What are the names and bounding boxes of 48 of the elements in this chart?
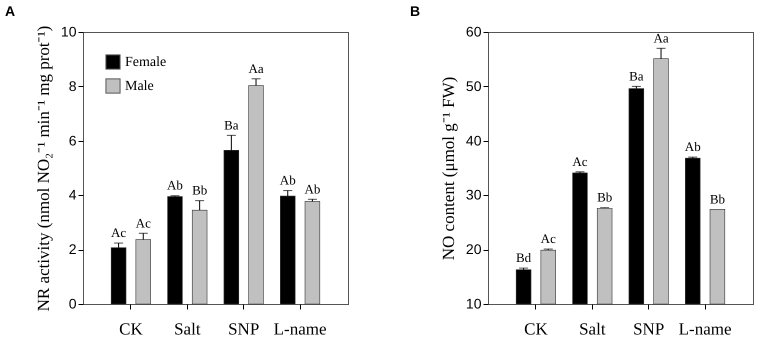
x-tick-label: Salt	[174, 320, 201, 338]
y-tick-label: 40	[466, 132, 482, 148]
bar	[110, 247, 126, 304]
bar	[167, 196, 183, 304]
annotation: Aa	[653, 30, 669, 46]
bar	[136, 239, 151, 304]
annotation: Ac	[136, 215, 152, 230]
annotation: Bb	[192, 182, 208, 198]
y-tick-label: 20	[466, 241, 482, 258]
bar	[192, 210, 208, 304]
y-tick-label: 6	[68, 132, 77, 148]
annotation: Bb	[710, 191, 725, 206]
x-tick-label: L-name	[678, 320, 732, 338]
annotation: Ab	[304, 181, 320, 196]
annotation: Ab	[280, 172, 296, 188]
y-tick-label: 50	[466, 78, 482, 94]
y-tick-label: 30	[466, 186, 482, 203]
chart-title: A	[5, 3, 16, 19]
x-tick-label: SNP	[228, 320, 260, 338]
y-tick-label: 4	[68, 186, 77, 203]
annotation: Ac	[540, 231, 556, 246]
y-tick-label: 0	[68, 296, 77, 312]
annotation: Ab	[684, 139, 701, 154]
x-tick-label: CK	[119, 320, 144, 338]
y-tick-label: 10	[466, 296, 482, 312]
y-tick-label: 8	[68, 78, 77, 94]
annotation: Ba	[629, 68, 644, 84]
x-tick-label: CK	[524, 320, 548, 338]
y-tick-label: 2	[68, 241, 77, 258]
annotation: Ac	[572, 154, 588, 169]
chart-title: B	[410, 3, 420, 19]
x-tick-label: SNP	[633, 320, 664, 338]
y-axis-title: NR activity (nmol NO₂⁻¹ min⁻¹ mg prot⁻¹)	[34, 26, 53, 312]
y-tick-label: 60	[466, 24, 482, 40]
annotation: Aa	[248, 60, 264, 76]
annotation: Ac	[111, 225, 126, 240]
annotation: Bb	[597, 190, 612, 205]
annotation: Ba	[224, 117, 239, 132]
bar	[304, 201, 320, 304]
bar	[248, 85, 264, 304]
y-axis-title: NO content (μmol g⁻¹ FW)	[438, 76, 458, 260]
annotation: Ab	[167, 178, 183, 193]
annotation: Bd	[516, 250, 532, 266]
x-tick-label: L-name	[274, 320, 327, 338]
y-tick-label: 10	[60, 24, 77, 40]
legend-label: Male	[125, 79, 154, 94]
legend-label: Female	[125, 55, 166, 70]
x-tick-label: Salt	[579, 320, 606, 338]
